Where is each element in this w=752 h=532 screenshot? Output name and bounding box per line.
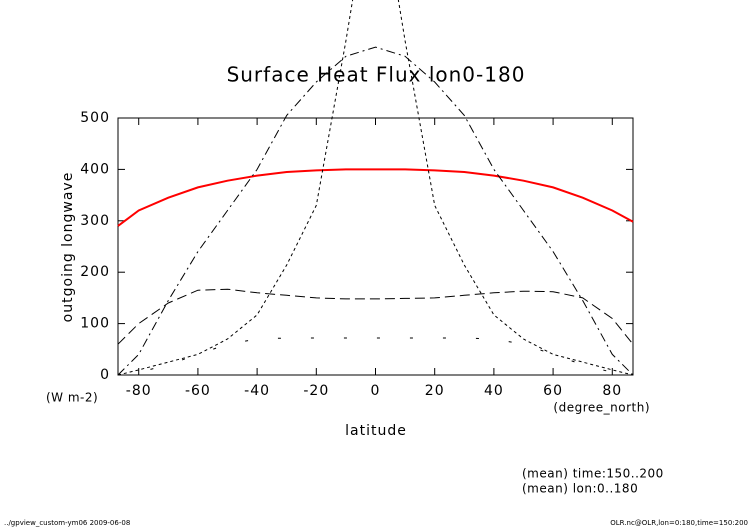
x-tick-label: -80	[126, 383, 152, 399]
x-tick-label: -40	[244, 383, 270, 399]
note: (mean) time:150..200	[522, 467, 664, 481]
x-tick-label: -20	[303, 383, 329, 399]
y-tick-label: 200	[80, 264, 110, 280]
y-tick-label: 100	[80, 316, 110, 332]
y-tick-label: 0	[100, 367, 110, 383]
x-tick-label: -60	[185, 383, 211, 399]
y-axis-label: outgoing longwave	[60, 172, 76, 323]
x-tick-label: 60	[543, 383, 563, 399]
chart-title: Surface Heat Flux lon0-180	[227, 63, 526, 87]
x-tick-label: 80	[602, 383, 622, 399]
plot-frame	[117, 117, 634, 376]
x-tick-label: 20	[425, 383, 445, 399]
y-axis-units: (W m-2)	[46, 391, 98, 405]
footer: ../gpview_custom-ym06 2009-06-08	[4, 519, 130, 527]
y-tick-label: 500	[80, 110, 110, 126]
y-tick-label: 300	[80, 213, 110, 229]
data-line	[117, 288, 634, 345]
x-tick-label: 40	[484, 383, 504, 399]
data-line	[117, 168, 634, 227]
x-axis-units: (degree_north)	[553, 401, 650, 415]
note: (mean) lon:0..180	[522, 482, 638, 496]
y-tick-label: 400	[80, 161, 110, 177]
x-tick-label: 0	[371, 383, 381, 399]
data-line	[117, 46, 634, 376]
footer: OLR.nc@OLR,lon=0:180,time=150:200	[610, 519, 748, 527]
x-axis-label: latitude	[345, 423, 407, 439]
